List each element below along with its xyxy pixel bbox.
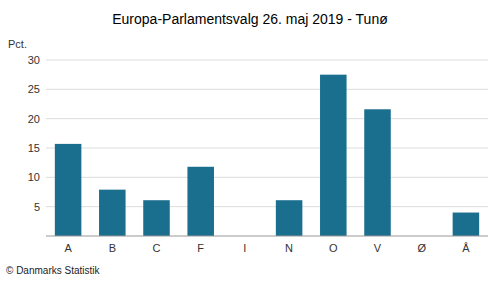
- x-tick-label: N: [285, 242, 293, 254]
- bar: [55, 144, 82, 236]
- chart-svg: Europa-Parlamentsvalg 26. maj 2019 - Tun…: [0, 0, 500, 282]
- bar: [187, 167, 214, 236]
- bar: [99, 190, 126, 236]
- bar: [143, 200, 170, 236]
- x-tick-label: V: [374, 242, 382, 254]
- x-tick-label: O: [329, 242, 338, 254]
- chart-container: Europa-Parlamentsvalg 26. maj 2019 - Tun…: [0, 0, 500, 282]
- y-tick-label: 10: [28, 171, 40, 183]
- x-tick-label: C: [153, 242, 161, 254]
- bar: [320, 75, 347, 236]
- grid-line: [46, 118, 488, 119]
- x-tick-label: B: [109, 242, 116, 254]
- grid: [46, 60, 488, 207]
- y-tick-label: 20: [28, 113, 40, 125]
- y-tick-label: 25: [28, 83, 40, 95]
- x-axis-line: [46, 236, 488, 237]
- grid-line: [46, 89, 488, 90]
- grid-line: [46, 148, 488, 149]
- y-axis-label: Pct.: [8, 38, 27, 50]
- grid-line: [46, 177, 488, 178]
- bar: [364, 109, 391, 236]
- title: Europa-Parlamentsvalg 26. maj 2019 - Tun…: [112, 11, 388, 27]
- x-tick-label: Ø: [417, 242, 426, 254]
- x-tick-label: Å: [462, 242, 470, 254]
- y-tick-label: 5: [34, 201, 40, 213]
- x-tick-label: I: [243, 242, 246, 254]
- x-tick-label: F: [197, 242, 204, 254]
- x-tick-label: A: [64, 242, 72, 254]
- y-tick-label: 30: [28, 54, 40, 66]
- footnote: © Danmarks Statistik: [6, 265, 101, 276]
- y-tick-label: 15: [28, 142, 40, 154]
- bars: [55, 75, 479, 236]
- grid-line: [46, 60, 488, 61]
- bar: [276, 200, 303, 236]
- bar: [453, 213, 480, 236]
